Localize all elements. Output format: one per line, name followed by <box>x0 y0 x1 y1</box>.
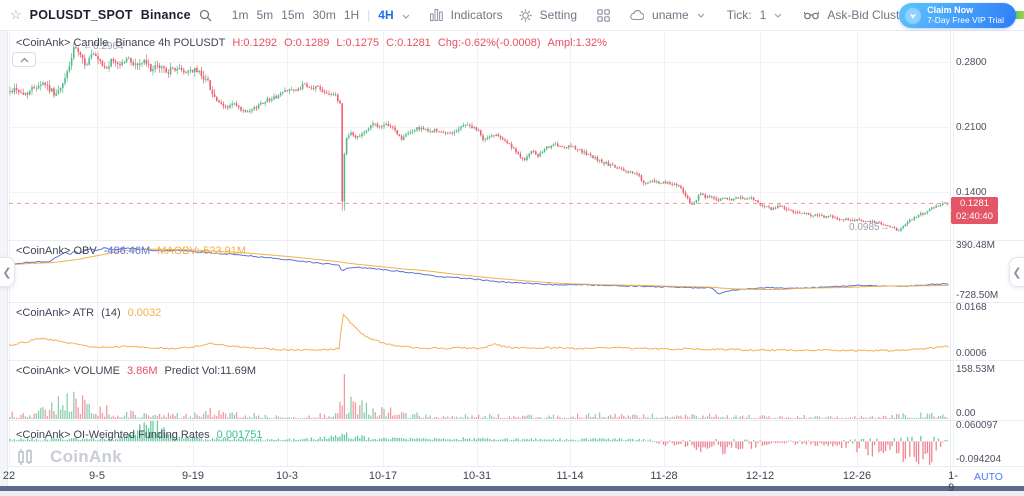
time-tick-12-26: 12-26 <box>842 470 872 482</box>
axis-label-price: 0.2800 <box>956 56 987 68</box>
legend-collapse-button[interactable] <box>12 52 36 67</box>
time-tick-10-31: 10-31 <box>462 470 492 482</box>
axis-label-obv: -728.50M <box>956 290 999 301</box>
axis-label-price: 0.2100 <box>956 121 987 133</box>
axis-label-atr: 0.0006 <box>956 348 987 359</box>
bottom-divider-bar <box>0 486 1024 491</box>
left-panel-toggle[interactable]: ❮ <box>0 257 15 287</box>
time-tick-22: 22 <box>2 470 16 482</box>
axis-label-funding: 0.060097 <box>956 420 998 431</box>
time-tick-12-12: 12-12 <box>745 470 775 482</box>
time-tick-9-19: 9-19 <box>181 470 205 482</box>
time-tick-11-28: 11-28 <box>650 470 678 482</box>
axis-label-obv: 390.48M <box>956 240 995 251</box>
time-tick-1-9: 1-9 <box>948 470 958 494</box>
time-tick-10-3: 10-3 <box>275 470 299 482</box>
time-tick-11-14: 11-14 <box>556 470 584 482</box>
axis-label-volume: 0.00 <box>956 408 976 419</box>
time-axis[interactable]: 22 9-5 9-19 10-3 10-17 10-31 11-14 11-28 12-12 12… <box>0 466 958 494</box>
bottom-strip <box>0 491 1024 496</box>
axis-label-price: 0.1400 <box>956 186 987 198</box>
axis-label-volume: 158.53M <box>956 363 995 375</box>
time-tick-9-5: 9-5 <box>89 470 105 482</box>
last-price-badge: 0.1281 <box>951 196 998 211</box>
auto-scale-button[interactable]: AUTO <box>974 471 1003 483</box>
axis-label-funding: -0.094204 <box>956 454 1002 465</box>
axis-label-atr: 0.0168 <box>956 302 987 313</box>
right-panel-toggle[interactable]: ❮ <box>1009 257 1024 287</box>
candle-countdown-badge: 02:40:40 <box>951 209 998 224</box>
time-tick-10-17: 10-17 <box>368 470 398 482</box>
